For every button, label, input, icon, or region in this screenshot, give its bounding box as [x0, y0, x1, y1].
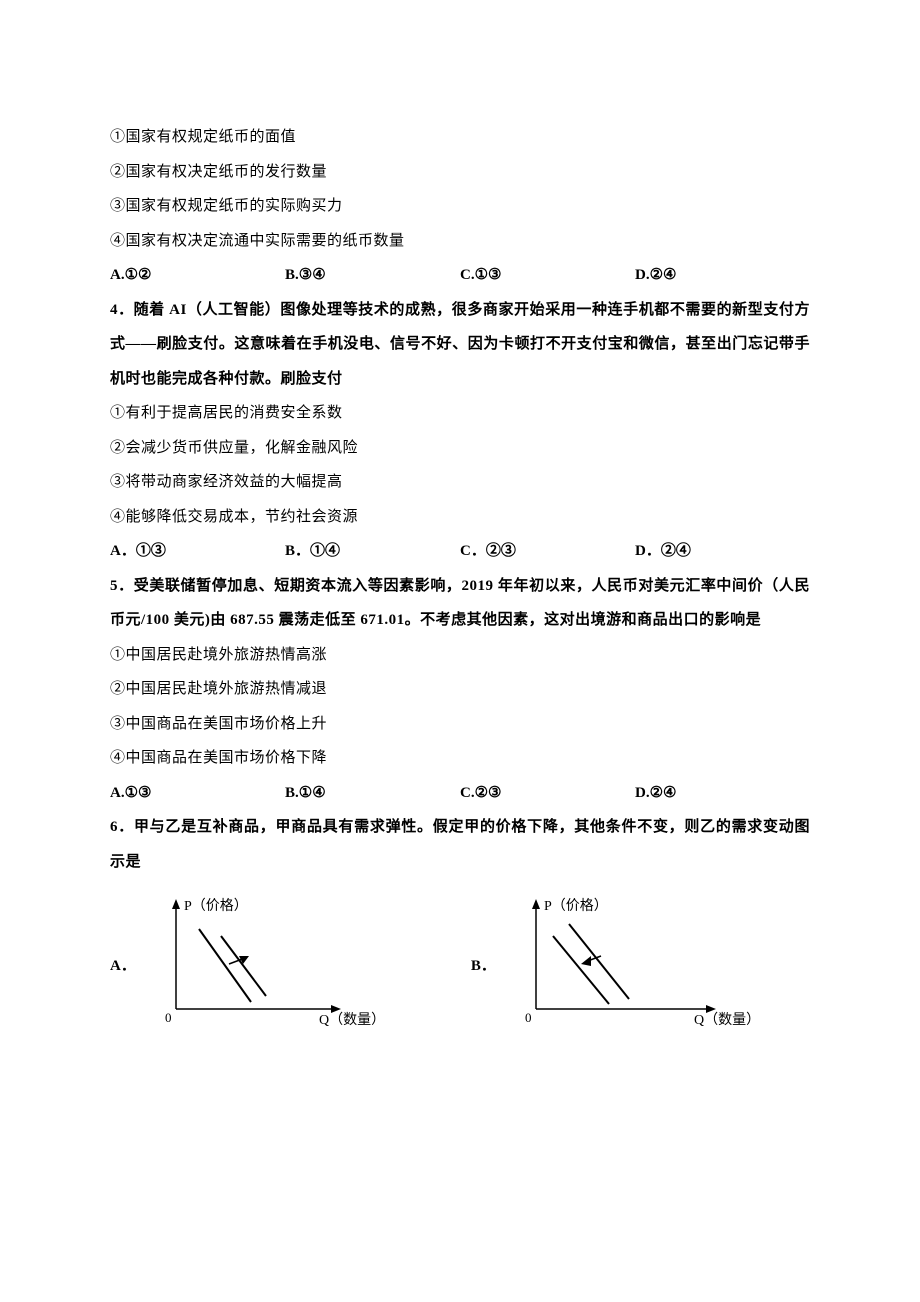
chart-b-shifted-line	[553, 936, 609, 1004]
q6-chart-b: 0 P（价格） Q（数量）	[511, 894, 761, 1034]
q3-option-c: C.①③	[460, 258, 635, 293]
chart-b-y-label: P（价格）	[544, 898, 608, 914]
q5-options: A.①③ B.①④ C.②③ D.②④	[110, 776, 810, 811]
chart-a-origin-label: 0	[165, 1010, 172, 1025]
chart-b-demand-line	[569, 924, 629, 999]
q3-option-d: D.②④	[635, 258, 810, 293]
chart-b-shift-arrowhead-icon	[581, 956, 591, 966]
q5-statement-3: ③中国商品在美国市场价格上升	[110, 707, 810, 742]
q3-statement-3: ③国家有权规定纸币的实际购买力	[110, 189, 810, 224]
q6-charts-row: A． 0 P（价格） Q（数量） B．	[110, 894, 810, 1034]
chart-a-y-label: P（价格）	[184, 898, 248, 914]
q6-option-b-label: B．	[471, 954, 496, 975]
q6-chart-a: 0 P（价格） Q（数量）	[151, 894, 381, 1034]
q4-option-d: D．②④	[635, 534, 810, 569]
q5-statement-4: ④中国商品在美国市场价格下降	[110, 741, 810, 776]
chart-a-y-arrowhead-icon	[172, 899, 180, 909]
q4-statement-2: ②会减少货币供应量，化解金融风险	[110, 431, 810, 466]
q6-option-a-label: A．	[110, 954, 136, 975]
q4-option-b: B．①④	[285, 534, 460, 569]
chart-a-x-label: Q（数量）	[319, 1012, 381, 1028]
q4-option-a: A．①③	[110, 534, 285, 569]
q6-stem: 6．甲与乙是互补商品，甲商品具有需求弹性。假定甲的价格下降，其他条件不变，则乙的…	[110, 810, 810, 879]
q4-stem: 4．随着 AI（人工智能）图像处理等技术的成熟，很多商家开始采用一种连手机都不需…	[110, 293, 810, 397]
q5-option-d: D.②④	[635, 776, 810, 811]
q5-option-b: B.①④	[285, 776, 460, 811]
q4-statement-4: ④能够降低交易成本，节约社会资源	[110, 500, 810, 535]
chart-b-x-arrowhead-icon	[706, 1005, 716, 1013]
q5-statement-1: ①中国居民赴境外旅游热情高涨	[110, 638, 810, 673]
chart-b-y-arrowhead-icon	[532, 899, 540, 909]
q5-stem: 5．受美联储暂停加息、短期资本流入等因素影响，2019 年年初以来，人民币对美元…	[110, 569, 810, 638]
q4-statement-1: ①有利于提高居民的消费安全系数	[110, 396, 810, 431]
chart-a-x-arrowhead-icon	[331, 1005, 341, 1013]
q5-option-c: C.②③	[460, 776, 635, 811]
q4-option-c: C．②③	[460, 534, 635, 569]
q4-statement-3: ③将带动商家经济效益的大幅提高	[110, 465, 810, 500]
q3-option-b: B.③④	[285, 258, 460, 293]
q4-options: A．①③ B．①④ C．②③ D．②④	[110, 534, 810, 569]
q3-options: A.①② B.③④ C.①③ D.②④	[110, 258, 810, 293]
chart-a-shifted-line	[221, 936, 266, 996]
q3-statement-1: ①国家有权规定纸币的面值	[110, 120, 810, 155]
q5-statement-2: ②中国居民赴境外旅游热情减退	[110, 672, 810, 707]
q5-option-a: A.①③	[110, 776, 285, 811]
q3-statement-2: ②国家有权决定纸币的发行数量	[110, 155, 810, 190]
chart-b-origin-label: 0	[525, 1010, 532, 1025]
q3-option-a: A.①②	[110, 258, 285, 293]
chart-b-x-label: Q（数量）	[694, 1012, 760, 1028]
q6-chart-a-block: A． 0 P（价格） Q（数量）	[110, 894, 381, 1034]
q3-statement-4: ④国家有权决定流通中实际需要的纸币数量	[110, 224, 810, 259]
q6-chart-b-block: B． 0 P（价格） Q（数量）	[471, 894, 761, 1034]
